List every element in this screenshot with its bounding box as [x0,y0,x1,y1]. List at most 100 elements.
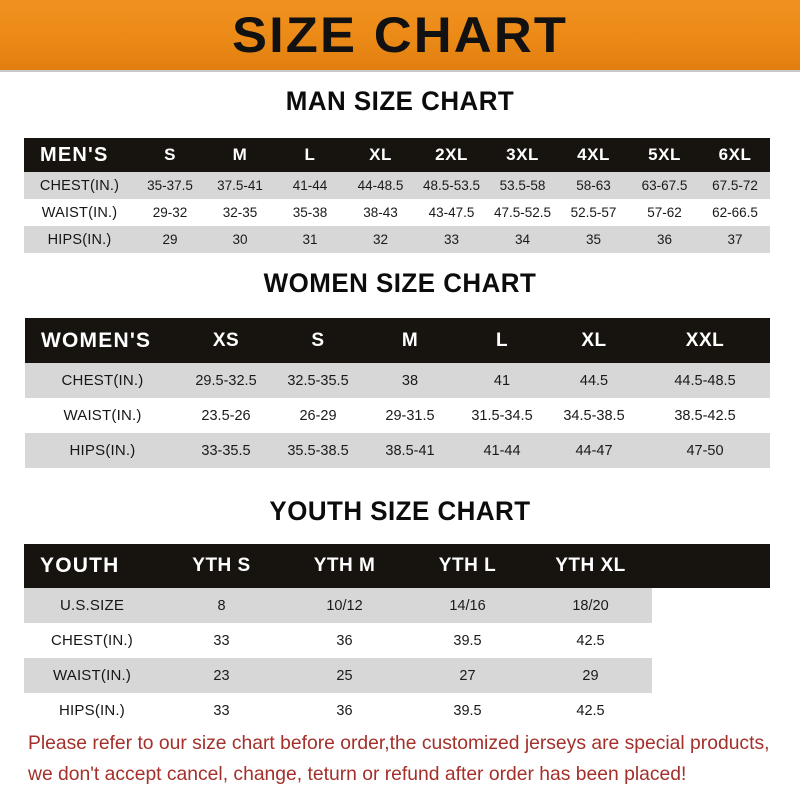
women-size-col-3: L [456,318,548,363]
women-size-col-4: XL [548,318,640,363]
women-size-table: WOMEN'S XS S M L XL XXL CHEST(IN.) 29.5-… [25,318,770,468]
table-row: WAIST(IN.) 23.5-26 26-29 29-31.5 31.5-34… [25,398,770,433]
men-row-2-cell-0: 29 [135,226,205,253]
youth-row-0-cell-0: 8 [160,588,283,623]
men-row-2-cell-3: 32 [345,226,416,253]
men-row-0-cell-8: 67.5-72 [700,172,770,199]
women-row-1-cell-0: 23.5-26 [180,398,272,433]
table-row: WAIST(IN.) 29-32 32-35 35-38 38-43 43-47… [24,199,770,226]
women-row-0-cell-2: 38 [364,363,456,398]
page-title: SIZE CHART [232,7,568,63]
men-row-1-cell-5: 47.5-52.5 [487,199,558,226]
women-row-2-cell-3: 41-44 [456,433,548,468]
men-size-col-6: 4XL [558,138,629,172]
youth-size-table: YOUTH YTH S YTH M YTH L YTH XL U.S.SIZE … [24,544,770,728]
women-size-col-1: S [272,318,364,363]
order-policy-note-line-1: Please refer to our size chart before or… [28,732,770,754]
men-row-1-label: WAIST(IN.) [24,199,135,226]
women-row-1-cell-4: 34.5-38.5 [548,398,640,433]
table-row: CHEST(IN.) 35-37.5 37.5-41 41-44 44-48.5… [24,172,770,199]
order-policy-note: Please refer to our size chart before or… [28,728,769,790]
youth-row-2-cell-3: 29 [529,658,652,693]
men-row-2-cell-2: 31 [275,226,345,253]
youth-row-0-cell-3: 18/20 [529,588,652,623]
youth-header-spacer [652,544,770,588]
youth-row-1-spacer [652,623,770,658]
men-row-0-cell-1: 37.5-41 [205,172,275,199]
youth-row-3-cell-2: 39.5 [406,693,529,728]
women-row-1-cell-2: 29-31.5 [364,398,456,433]
women-row-0-label: CHEST(IN.) [25,363,180,398]
youth-row-2-cell-1: 25 [283,658,406,693]
table-row: WAIST(IN.) 23 25 27 29 [24,658,770,693]
men-size-table: MEN'S S M L XL 2XL 3XL 4XL 5XL 6XL CHEST… [24,138,770,253]
table-row: CHEST(IN.) 29.5-32.5 32.5-35.5 38 41 44.… [25,363,770,398]
youth-row-1-label: CHEST(IN.) [24,623,160,658]
men-row-0-cell-0: 35-37.5 [135,172,205,199]
men-row-0-cell-2: 41-44 [275,172,345,199]
youth-row-1-cell-1: 36 [283,623,406,658]
men-size-col-7: 5XL [629,138,700,172]
women-row-1-cell-1: 26-29 [272,398,364,433]
men-row-1-cell-1: 32-35 [205,199,275,226]
men-size-col-3: XL [345,138,416,172]
youth-section-title: YOUTH SIZE CHART [269,496,531,526]
men-row-0-cell-3: 44-48.5 [345,172,416,199]
page-banner: SIZE CHART [0,0,800,72]
men-row-2-cell-7: 36 [629,226,700,253]
youth-size-col-3: YTH XL [529,544,652,588]
men-row-2-cell-5: 34 [487,226,558,253]
men-size-col-8: 6XL [700,138,770,172]
men-size-col-5: 3XL [487,138,558,172]
men-size-col-0: S [135,138,205,172]
table-row: U.S.SIZE 8 10/12 14/16 18/20 [24,588,770,623]
women-row-0-cell-3: 41 [456,363,548,398]
men-row-1-cell-6: 52.5-57 [558,199,629,226]
men-size-col-2: L [275,138,345,172]
youth-row-2-spacer [652,658,770,693]
women-section-title: WOMEN SIZE CHART [263,268,537,298]
women-size-col-2: M [364,318,456,363]
men-table-header-row: MEN'S S M L XL 2XL 3XL 4XL 5XL 6XL [24,138,770,172]
women-row-1-label: WAIST(IN.) [25,398,180,433]
youth-row-1-cell-0: 33 [160,623,283,658]
women-row-1-cell-3: 31.5-34.5 [456,398,548,433]
women-size-col-5: XXL [640,318,770,363]
women-row-0-cell-4: 44.5 [548,363,640,398]
women-row-2-cell-2: 38.5-41 [364,433,456,468]
men-row-1-cell-7: 57-62 [629,199,700,226]
women-row-0-cell-0: 29.5-32.5 [180,363,272,398]
men-row-1-cell-3: 38-43 [345,199,416,226]
table-row: HIPS(IN.) 33 36 39.5 42.5 [24,693,770,728]
youth-row-1-cell-2: 39.5 [406,623,529,658]
youth-row-0-label: U.S.SIZE [24,588,160,623]
men-row-2-cell-6: 35 [558,226,629,253]
women-row-2-cell-5: 47-50 [640,433,770,468]
men-row-0-cell-7: 63-67.5 [629,172,700,199]
men-row-2-cell-1: 30 [205,226,275,253]
men-row-2-cell-8: 37 [700,226,770,253]
youth-row-0-cell-2: 14/16 [406,588,529,623]
women-table-header-row: WOMEN'S XS S M L XL XXL [25,318,770,363]
youth-row-2-cell-2: 27 [406,658,529,693]
table-row: HIPS(IN.) 33-35.5 35.5-38.5 38.5-41 41-4… [25,433,770,468]
youth-row-1-cell-3: 42.5 [529,623,652,658]
men-row-1-cell-0: 29-32 [135,199,205,226]
men-row-0-cell-5: 53.5-58 [487,172,558,199]
table-row: HIPS(IN.) 29 30 31 32 33 34 35 36 37 [24,226,770,253]
men-row-2-label: HIPS(IN.) [24,226,135,253]
women-row-1-cell-5: 38.5-42.5 [640,398,770,433]
table-row: CHEST(IN.) 33 36 39.5 42.5 [24,623,770,658]
youth-row-3-cell-3: 42.5 [529,693,652,728]
youth-table-header-row: YOUTH YTH S YTH M YTH L YTH XL [24,544,770,588]
men-row-1-cell-2: 35-38 [275,199,345,226]
youth-row-2-cell-0: 23 [160,658,283,693]
men-row-0-cell-4: 48.5-53.5 [416,172,487,199]
men-section-title: MAN SIZE CHART [285,86,515,116]
youth-row-2-label: WAIST(IN.) [24,658,160,693]
women-row-2-cell-0: 33-35.5 [180,433,272,468]
youth-size-col-0: YTH S [160,544,283,588]
men-row-1-cell-4: 43-47.5 [416,199,487,226]
youth-row-3-label: HIPS(IN.) [24,693,160,728]
